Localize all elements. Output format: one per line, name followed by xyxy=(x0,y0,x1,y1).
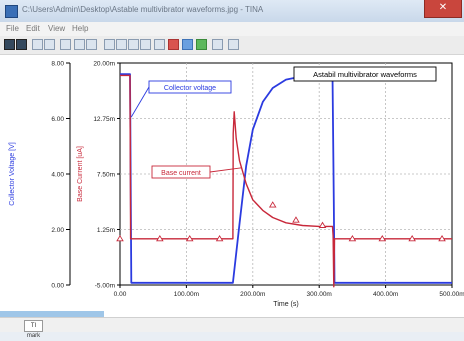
open-icon[interactable] xyxy=(4,39,15,50)
cursor-icon[interactable] xyxy=(154,39,165,50)
labels: Astabil multivibrator waveforms Collector… xyxy=(130,66,437,179)
y-left-tick-label: 8.00 xyxy=(51,61,64,68)
y-left-axis-label: Collector Voltage [V] xyxy=(9,142,16,205)
y-left-tick-label: 0.00 xyxy=(51,283,64,290)
y-right-tick-label: 20.00m xyxy=(93,61,115,68)
y-left-tick-label: 6.00 xyxy=(51,116,64,123)
color-icon[interactable] xyxy=(182,39,193,50)
menu-help[interactable]: Help xyxy=(72,24,89,33)
collector-voltage-leader xyxy=(130,86,150,118)
marker-icon[interactable] xyxy=(168,39,179,50)
chart-title-box xyxy=(293,66,437,82)
arrow-icon[interactable] xyxy=(116,39,127,50)
settings-icon[interactable] xyxy=(212,39,223,50)
toolbar xyxy=(0,36,464,55)
base-current-leader xyxy=(209,167,242,173)
plot-area: 0.00 100.00m 200.00m 300.00m 400.00m 500.00m 0… xyxy=(0,55,464,317)
close-window-button[interactable]: ✕ xyxy=(424,0,462,18)
copy-icon[interactable] xyxy=(32,39,43,50)
base-current-marker xyxy=(378,234,387,242)
axes: 0.00 100.00m 200.00m 300.00m 400.00m 500.00m 0… xyxy=(9,61,464,309)
y-right-tick-label: 12.75m xyxy=(93,116,115,123)
collector-voltage-label: Collector voltage xyxy=(164,85,216,92)
status-bar: TI mark xyxy=(0,317,464,339)
base-current-marker xyxy=(292,216,300,223)
base-current-line xyxy=(120,74,452,288)
x-tick-label: 100.00m xyxy=(174,291,199,298)
base-current-marker xyxy=(438,234,446,242)
x-axis-label: Time (s) xyxy=(273,301,298,308)
status-tab[interactable]: TI mark xyxy=(24,320,43,339)
grid xyxy=(120,63,452,285)
menu-file[interactable]: File xyxy=(6,24,19,33)
save-icon[interactable] xyxy=(16,39,27,50)
y-right-tick-label: 7.50m xyxy=(97,172,115,179)
base-current-marker xyxy=(268,201,277,208)
base-current-marker xyxy=(408,234,416,242)
curve-icon[interactable] xyxy=(140,39,151,50)
y-left-tick-label: 4.00 xyxy=(51,172,64,179)
zoom-out-icon[interactable] xyxy=(86,39,97,50)
taskbar-strip xyxy=(0,311,104,317)
zoom-in-icon[interactable] xyxy=(74,39,85,50)
title-bar[interactable]: C:\Users\Admin\Desktop\Astable multivibr… xyxy=(0,0,464,23)
y-left-tick-label: 2.00 xyxy=(51,227,64,234)
close-icon[interactable] xyxy=(228,39,239,50)
menu-bar: File Edit View Help xyxy=(0,22,464,36)
base-current-label: Base current xyxy=(161,170,201,177)
y-right-axis-label: Base Current [uA] xyxy=(77,146,84,202)
waveform-chart: 0.00 100.00m 200.00m 300.00m 400.00m 500.00m 0… xyxy=(9,61,464,309)
menu-edit[interactable]: Edit xyxy=(26,24,40,33)
x-tick-label: 500.00m xyxy=(439,291,464,298)
base-current-marker xyxy=(116,234,124,242)
x-tick-label: 300.00m xyxy=(307,291,332,298)
paste-icon[interactable] xyxy=(44,39,55,50)
base-current-marker xyxy=(185,234,194,242)
base-current-marker xyxy=(156,234,164,242)
base-current-marker xyxy=(318,221,327,228)
pointer-icon[interactable] xyxy=(60,39,71,50)
menu-view[interactable]: View xyxy=(48,24,66,33)
grid-icon[interactable] xyxy=(196,39,207,50)
text-icon[interactable] xyxy=(104,39,115,50)
app-icon xyxy=(5,5,18,18)
x-tick-label: 0.00 xyxy=(114,291,127,298)
base-current-marker xyxy=(348,234,357,242)
y-right-tick-label: 1.25m xyxy=(97,227,115,234)
y-right-tick-label: -5.00m xyxy=(95,283,115,290)
chart-title: Astabil multivibrator waveforms xyxy=(313,70,417,79)
line-icon[interactable] xyxy=(128,39,139,50)
series xyxy=(116,73,452,288)
x-tick-label: 200.00m xyxy=(240,291,265,298)
window-title: C:\Users\Admin\Desktop\Astable multivibr… xyxy=(22,5,264,14)
x-tick-label: 400.00m xyxy=(373,291,398,298)
base-current-marker xyxy=(215,234,224,242)
